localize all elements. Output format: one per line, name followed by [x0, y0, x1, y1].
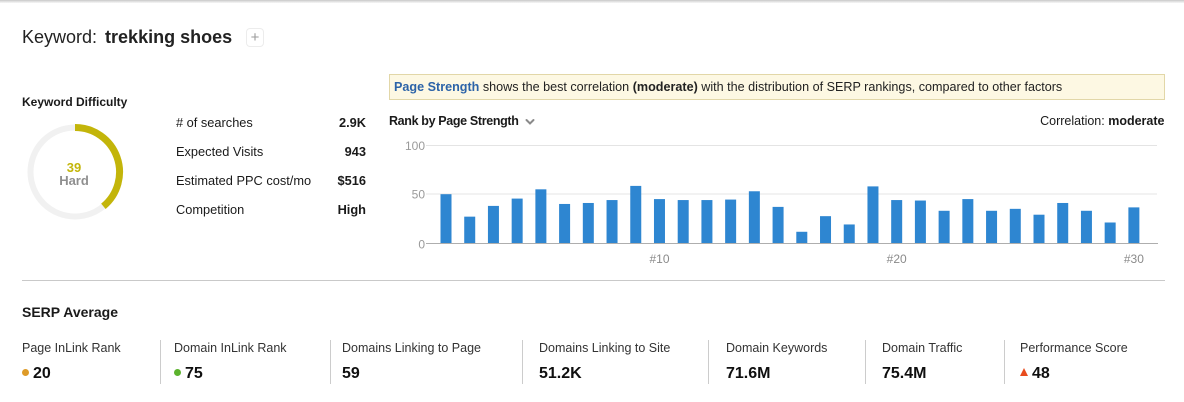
svg-text:#20: #20 [887, 252, 907, 266]
svg-text:0: 0 [418, 238, 425, 252]
svg-text:100: 100 [405, 139, 425, 153]
svg-text:#10: #10 [649, 252, 669, 266]
svg-text:50: 50 [412, 188, 426, 202]
svg-text:#30: #30 [1124, 252, 1144, 266]
